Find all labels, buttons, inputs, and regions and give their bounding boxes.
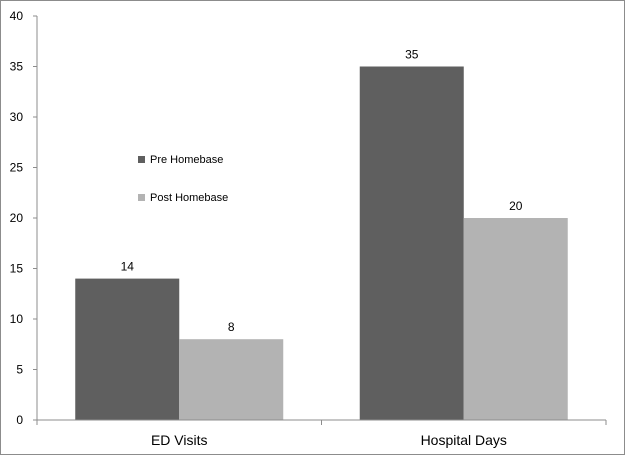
- bars: [75, 66, 568, 420]
- y-tick-label-5: 5: [16, 363, 23, 377]
- data-label-post-homebase-hospital-days: 20: [509, 199, 523, 213]
- y-axis-ticks: 0 5 10 15 20 25 30 35 40: [10, 9, 37, 427]
- x-axis-labels: ED Visits Hospital Days: [151, 432, 507, 448]
- bar-post-homebase-ed-visits: [179, 339, 284, 420]
- x-category-label-hospital-days: Hospital Days: [421, 432, 507, 448]
- x-category-label-ed-visits: ED Visits: [151, 432, 208, 448]
- y-tick-label-10: 10: [10, 312, 24, 326]
- bar-pre-homebase-ed-visits: [75, 278, 180, 420]
- data-label-post-homebase-ed-visits: 8: [228, 320, 235, 334]
- legend-label-pre-homebase: Pre Homebase: [150, 154, 223, 166]
- legend: Pre Homebase Post Homebase: [138, 154, 228, 204]
- legend-swatch-post-homebase: [138, 194, 145, 201]
- y-tick-label-35: 35: [10, 60, 24, 74]
- bar-pre-homebase-hospital-days: [359, 66, 464, 420]
- bar-post-homebase-hospital-days: [463, 218, 568, 420]
- data-label-pre-homebase-ed-visits: 14: [121, 260, 135, 274]
- data-label-pre-homebase-hospital-days: 35: [405, 48, 419, 62]
- y-tick-label-20: 20: [10, 211, 24, 225]
- legend-label-post-homebase: Post Homebase: [150, 192, 228, 204]
- y-tick-label-25: 25: [10, 161, 24, 175]
- legend-swatch-pre-homebase: [138, 156, 145, 163]
- y-tick-label-30: 30: [10, 110, 24, 124]
- y-tick-label-15: 15: [10, 262, 24, 276]
- axes: [36, 16, 607, 425]
- y-tick-label-40: 40: [10, 9, 24, 23]
- y-tick-label-0: 0: [16, 413, 23, 427]
- data-labels: 14 8 35 20: [121, 48, 523, 335]
